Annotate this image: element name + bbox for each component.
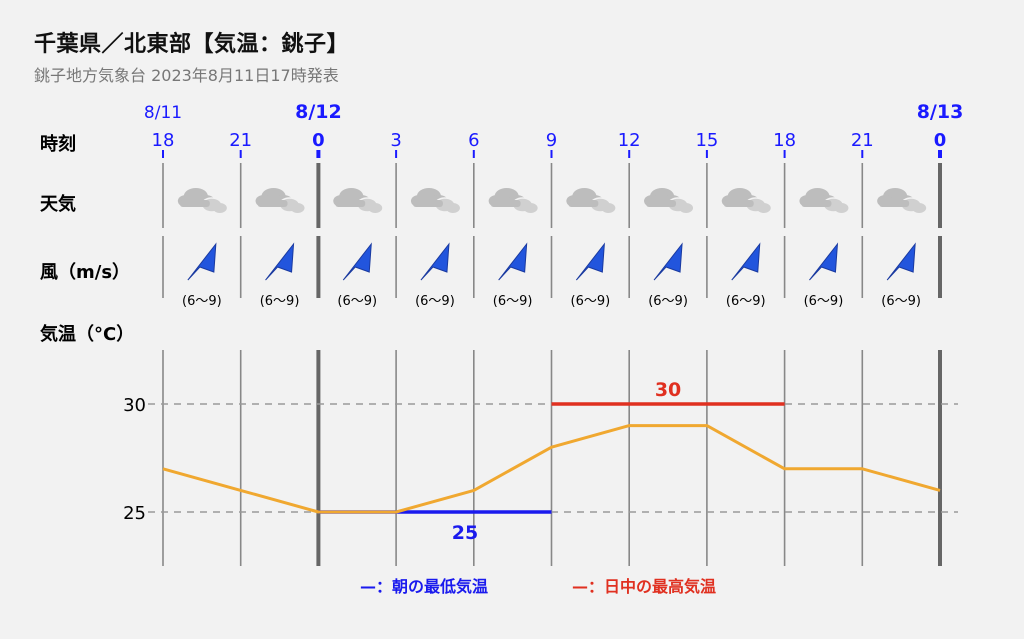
- cloud-icon: [566, 188, 616, 213]
- wind-arrow-icon: [653, 242, 683, 281]
- wind-speed-range: (6～9): [571, 294, 611, 309]
- hour-label: 18: [773, 130, 796, 151]
- legend-max-label: —：日中の最高気温: [572, 577, 716, 596]
- date-label: 8/13: [917, 101, 964, 123]
- legend-min-label: —：朝の最低気温: [360, 577, 488, 596]
- wind-speed-range: (6～9): [804, 294, 844, 309]
- wind-arrow-icon: [187, 242, 217, 281]
- wind-arrow-icon: [342, 242, 372, 281]
- row-label-time: 時刻: [40, 133, 76, 155]
- grid-layer: 30 25: [123, 150, 958, 566]
- forecast-issued-subtitle: 銚子地方気象台 2023年8月11日17時発表: [34, 66, 339, 85]
- cloud-icon: [721, 188, 771, 213]
- hour-label: 9: [546, 130, 557, 151]
- wind-arrow-icon: [886, 242, 916, 281]
- cloud-icon: [177, 188, 227, 213]
- hour-label: 0: [312, 130, 325, 151]
- wind-speed-range: (6～9): [182, 294, 222, 309]
- cloud-icon: [877, 188, 927, 213]
- wind-speed-range: (6～9): [881, 294, 921, 309]
- row-label-temp: 気温（°C）: [40, 323, 134, 345]
- cloud-icon: [799, 188, 849, 213]
- date-label: 8/11: [144, 103, 182, 123]
- wind-speed-range: (6～9): [648, 294, 688, 309]
- wind-arrow-icon: [575, 242, 605, 281]
- wind-speed-range: (6～9): [260, 294, 300, 309]
- hour-tick-labels: 18 21 0 3 6 9 12 15 18 21 0: [152, 130, 947, 151]
- cloud-icon: [410, 188, 460, 213]
- wind-arrow-icon: [265, 242, 295, 281]
- wind-arrow-icon: [809, 242, 839, 281]
- wind-speed-range: (6～9): [726, 294, 766, 309]
- y-tick-label: 25: [123, 503, 146, 524]
- date-label: 8/12: [295, 101, 342, 123]
- wind-arrow-icon: [498, 242, 528, 281]
- wind-speed-range: (6～9): [493, 294, 533, 309]
- weather-row: [177, 188, 927, 213]
- legend: —：朝の最低気温 —：日中の最高気温: [360, 577, 716, 596]
- temperature-plot: 25 30: [162, 379, 941, 544]
- row-label-weather: 天気: [40, 193, 76, 215]
- min-temp-label: 25: [452, 522, 478, 544]
- page-title: 千葉県／北東部【気温：銚子】: [34, 32, 350, 57]
- cloud-icon: [333, 188, 383, 213]
- cloud-icon: [255, 188, 305, 213]
- hour-label: 0: [934, 130, 947, 151]
- hour-label: 21: [851, 130, 874, 151]
- wind-arrow-icon: [731, 242, 761, 281]
- hour-label: 21: [229, 130, 252, 151]
- row-label-wind: 風（m/s）: [40, 262, 130, 283]
- hour-label: 6: [468, 130, 479, 151]
- cloud-icon: [488, 188, 538, 213]
- temperature-line: [162, 424, 941, 514]
- wind-speed-range: (6～9): [337, 294, 377, 309]
- wind-arrow-icon: [420, 242, 450, 281]
- date-labels: 8/11 8/12 8/13: [144, 101, 963, 123]
- y-tick-label: 30: [123, 395, 146, 416]
- cloud-icon: [644, 188, 694, 213]
- hour-label: 18: [152, 130, 175, 151]
- wind-speed-range: (6～9): [415, 294, 455, 309]
- wind-row: (6～9) (6～9) (6～9) (6～9) (6～9) (6～9) (6～9) (6～9)…: [182, 242, 921, 309]
- hour-label: 15: [695, 130, 718, 151]
- hour-label: 3: [390, 130, 401, 151]
- max-temp-label: 30: [655, 379, 681, 401]
- hour-label: 12: [618, 130, 641, 151]
